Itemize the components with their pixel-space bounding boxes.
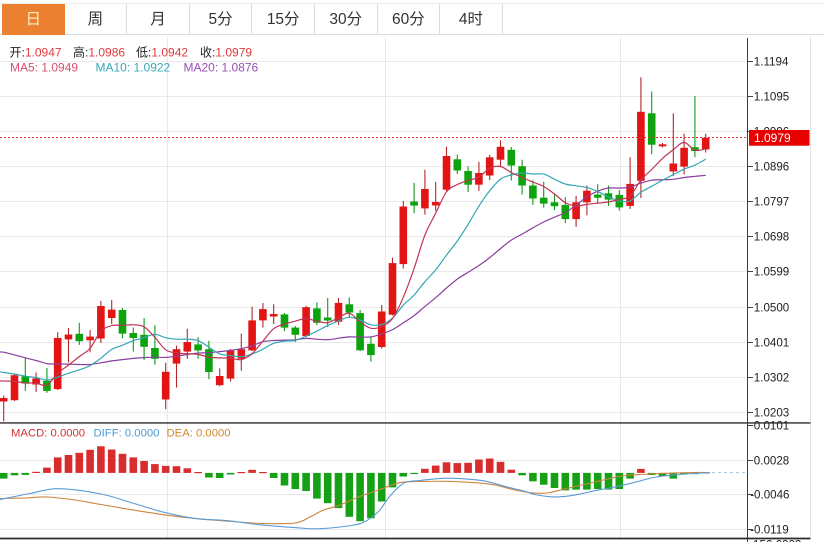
svg-text:DEA: 0.0000: DEA: 0.0000 [167,427,231,439]
svg-text:低:1.0942: 低:1.0942 [136,46,188,60]
svg-text:156.6203: 156.6203 [753,538,801,542]
svg-text:1.0500: 1.0500 [754,302,789,315]
svg-text:MA20: 1.0876: MA20: 1.0876 [184,61,259,75]
svg-text:MACD: 0.0000: MACD: 0.0000 [11,427,85,439]
svg-text:0.0028: 0.0028 [754,455,789,468]
svg-text:1.0896: 1.0896 [754,161,789,174]
svg-text:-0.0046: -0.0046 [750,489,789,502]
svg-text:1.0797: 1.0797 [754,196,789,209]
svg-text:1.0979: 1.0979 [754,131,791,145]
svg-text:1.0401: 1.0401 [754,337,789,350]
svg-text:1.1095: 1.1095 [754,91,789,104]
svg-text:收:1.0979: 收:1.0979 [200,46,252,60]
svg-text:开:1.0947: 开:1.0947 [10,46,62,60]
svg-text:-0.0119: -0.0119 [750,524,788,537]
svg-text:DIFF: 0.0000: DIFF: 0.0000 [94,427,160,439]
svg-text:0.0101: 0.0101 [754,420,789,433]
svg-text:1.0599: 1.0599 [754,266,789,279]
svg-text:MA10: 1.0922: MA10: 1.0922 [96,61,171,75]
svg-text:1.0302: 1.0302 [754,372,789,385]
svg-text:1.0203: 1.0203 [754,407,789,420]
svg-text:MA5: 1.0949: MA5: 1.0949 [10,61,78,75]
svg-text:高:1.0986: 高:1.0986 [73,45,125,60]
svg-text:1.0698: 1.0698 [754,231,789,244]
svg-text:1.1194: 1.1194 [754,56,789,69]
